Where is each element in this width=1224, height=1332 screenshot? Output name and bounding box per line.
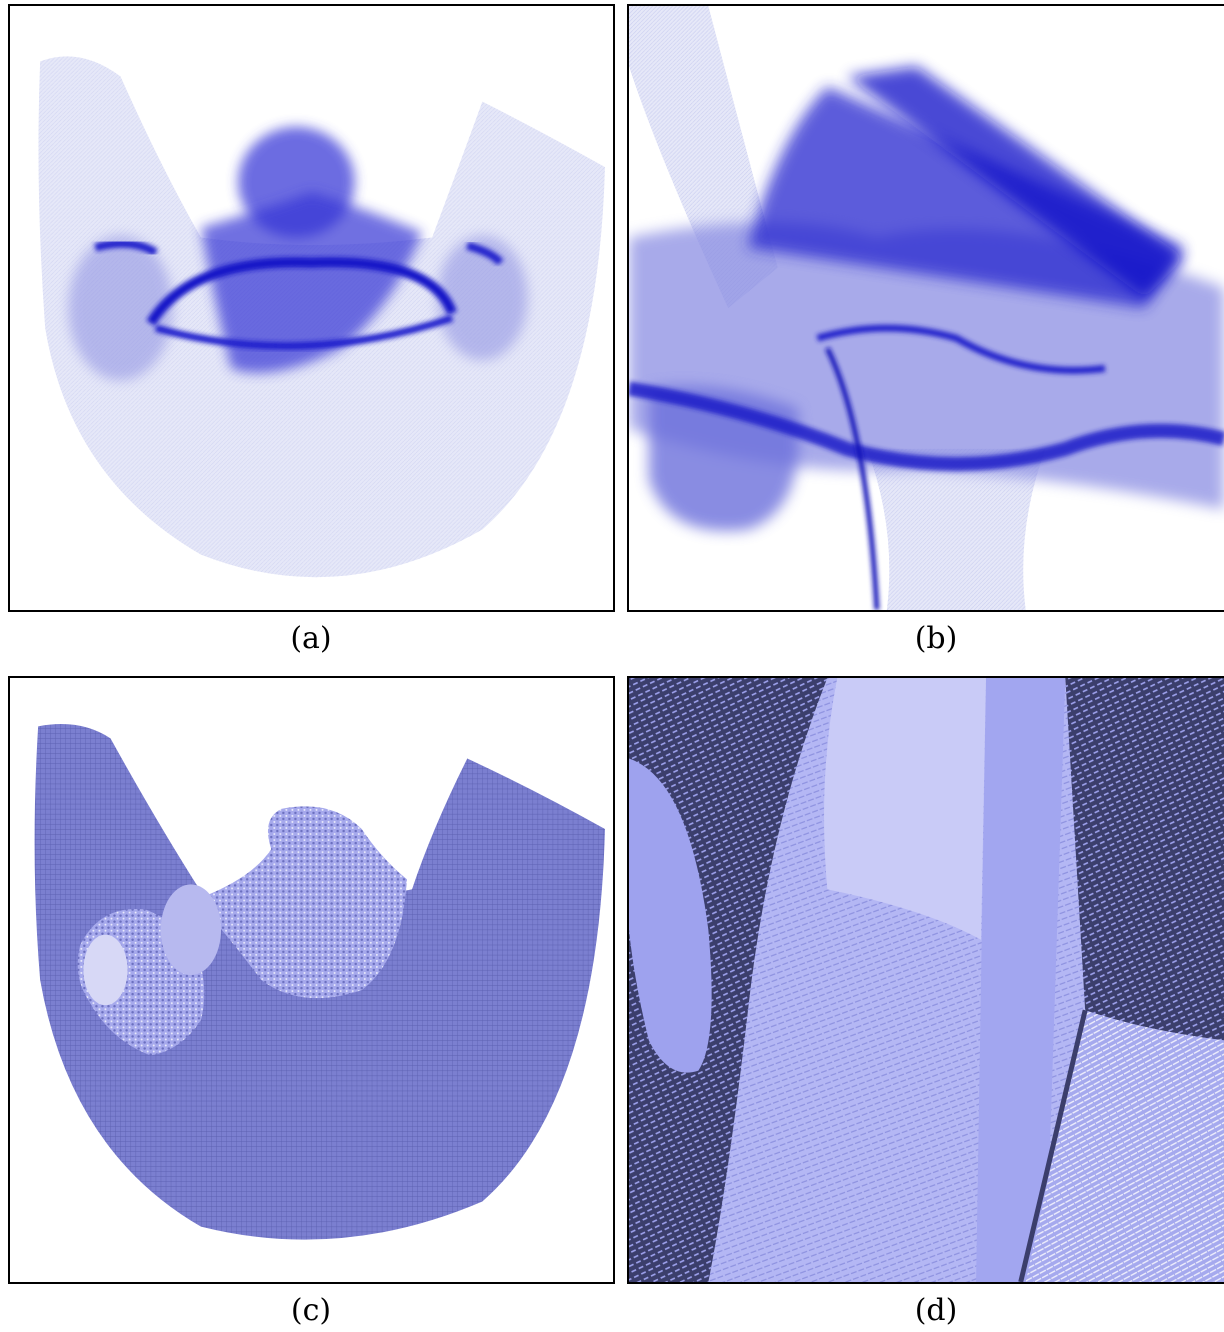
panel-c-surface-render (8, 676, 615, 1284)
surface-render-closeup (629, 678, 1224, 1282)
caption-d: (d) (914, 1293, 958, 1328)
caption-a: (a) (290, 621, 332, 656)
caption-b: (b) (914, 621, 958, 656)
caption-c: (c) (290, 1293, 332, 1328)
panel-b-volume-render (627, 4, 1224, 612)
panel-a-volume-render (8, 4, 615, 612)
panel-d-surface-render (627, 676, 1224, 1284)
surface-render-overview (34, 724, 605, 1240)
volume-render-closeup (629, 6, 1224, 610)
volume-render-overview (38, 56, 605, 578)
